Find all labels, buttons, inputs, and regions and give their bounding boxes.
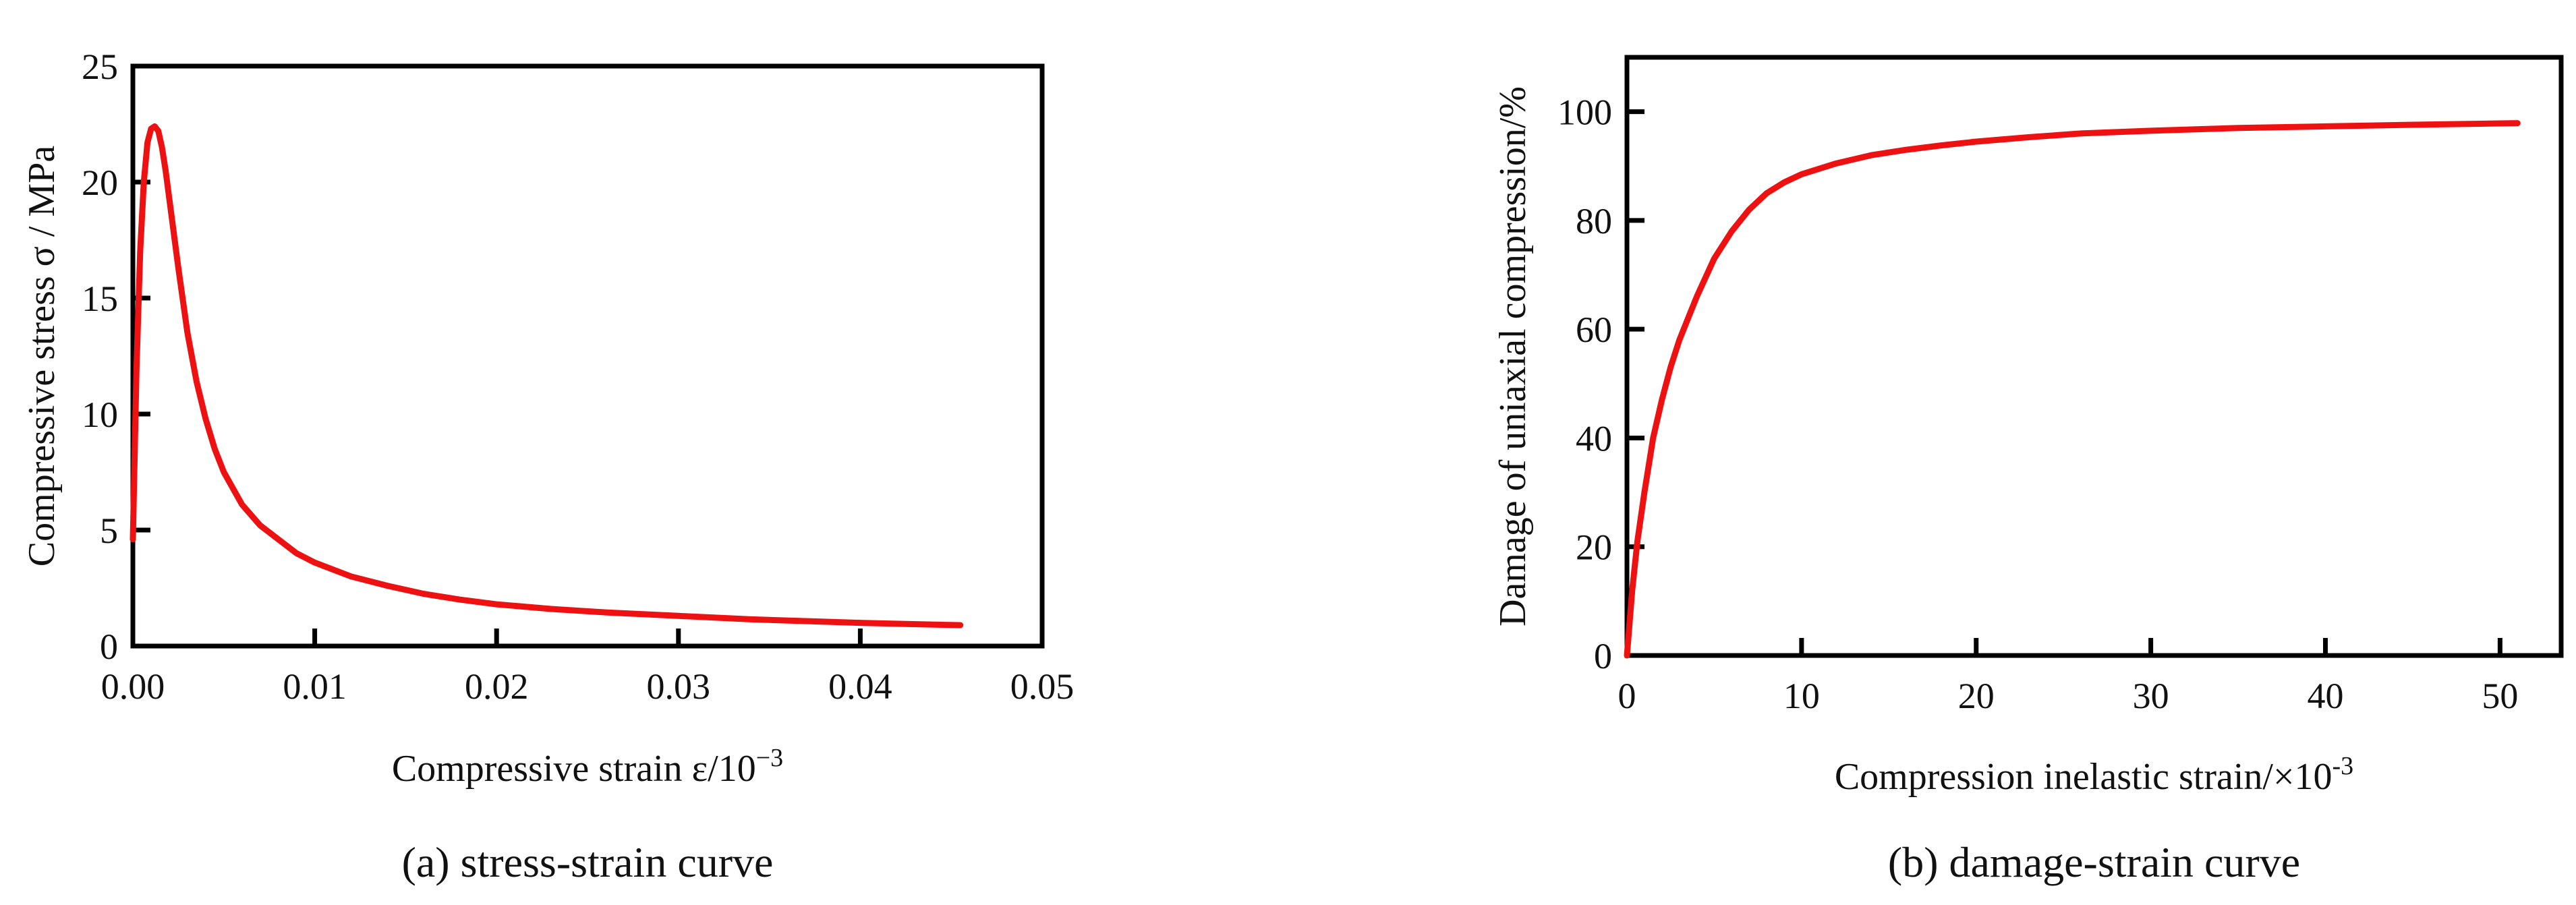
x-tick-label: 0.04 — [828, 666, 892, 707]
y-tick-label: 15 — [82, 279, 118, 319]
ticks — [1627, 109, 2502, 655]
x-tick-label: 30 — [2133, 676, 2169, 716]
y-tick-label: 100 — [1557, 92, 1612, 133]
x-tick-label: 0.00 — [101, 666, 165, 707]
x-tick-label: 0.02 — [465, 666, 529, 707]
panel-b-damage-strain: 0 10 20 30 40 50 0 20 40 60 80 100 Compression ine… — [1492, 55, 2564, 886]
x-tick-labels: 0.00 0.01 0.02 0.03 0.04 0.05 — [101, 666, 1075, 707]
y-tick-label: 10 — [82, 395, 118, 435]
x-axis-label: Compressive strain ε/10−3 — [392, 744, 783, 790]
x-tick-label: 0.03 — [647, 666, 711, 707]
y-axis-label: Damage of uniaxial compression/% — [1492, 86, 1534, 626]
y-tick-label: 80 — [1576, 201, 1612, 241]
x-tick-label: 10 — [1783, 676, 1820, 716]
ticks — [133, 179, 863, 646]
x-axis-label-main: Compressive strain ε/10 — [392, 748, 756, 790]
x-tick-labels: 0 10 20 30 40 50 — [1618, 676, 2519, 716]
x-axis-label-main: Compression inelastic strain/×10 — [1835, 756, 2332, 798]
x-axis-label-exponent: -3 — [2332, 752, 2354, 780]
stress-strain-line — [130, 123, 964, 629]
x-tick-label: 0 — [1618, 676, 1636, 716]
x-tick-label: 50 — [2482, 676, 2518, 716]
x-tick-label: 0.05 — [1010, 666, 1075, 707]
y-tick-label: 0 — [100, 626, 118, 667]
x-axis-label: Compression inelastic strain/×10-3 — [1835, 752, 2353, 798]
x-axis-label-exponent: −3 — [756, 744, 783, 772]
plot-frame — [130, 63, 1045, 649]
x-tick-label: 0.01 — [283, 666, 347, 707]
damage-strain-line — [1624, 120, 2521, 659]
panel-a-stress-strain: 0.00 0.01 0.02 0.03 0.04 0.05 0 5 10 15 20 25 Comp… — [21, 47, 1074, 886]
y-axis-label: Compressive stress σ / MPa — [21, 146, 63, 567]
y-tick-label: 60 — [1576, 310, 1612, 350]
y-tick-label: 40 — [1576, 418, 1612, 459]
y-tick-label: 20 — [1576, 527, 1612, 568]
y-tick-labels: 0 5 10 15 20 25 — [82, 47, 118, 667]
y-tick-labels: 0 20 40 60 80 100 — [1557, 92, 1612, 676]
plot-frame — [1624, 55, 2564, 658]
y-tick-label: 0 — [1594, 636, 1612, 676]
caption-b: (b) damage-strain curve — [1888, 838, 2300, 886]
x-tick-label: 20 — [1958, 676, 1995, 716]
x-tick-label: 40 — [2308, 676, 2344, 716]
y-tick-label: 5 — [100, 510, 118, 551]
caption-a: (a) stress-strain curve — [402, 838, 774, 886]
y-tick-label: 20 — [82, 163, 118, 203]
y-tick-label: 25 — [82, 47, 118, 87]
